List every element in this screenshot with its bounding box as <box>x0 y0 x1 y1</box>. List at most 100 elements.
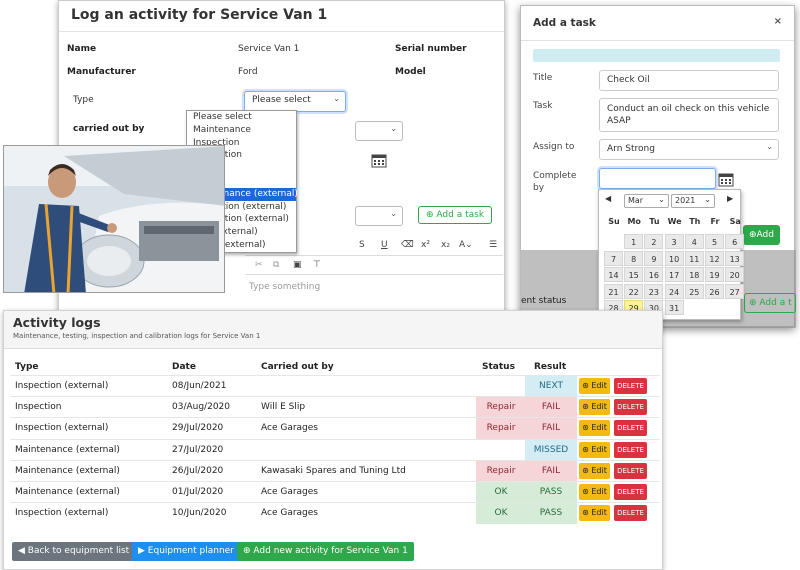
paste-icon[interactable]: ▣ <box>293 260 302 270</box>
add-activity-button[interactable]: ⊕ Add new activity for Service Van 1 <box>237 542 414 561</box>
day-cell[interactable]: 15 <box>624 267 644 282</box>
type-option[interactable]: Other (external) <box>193 239 266 250</box>
subscript-button[interactable]: x₂ <box>441 240 450 250</box>
day-cell[interactable]: 20 <box>725 267 745 282</box>
format-painter-icon[interactable]: ⊤ <box>313 260 321 270</box>
type-option[interactable]: Test (external) <box>193 227 258 238</box>
title-input[interactable]: Check Oil <box>599 70 779 91</box>
copy-icon[interactable]: ⧉ <box>273 260 280 270</box>
day-cell[interactable]: 5 <box>705 234 724 249</box>
day-cell[interactable]: 9 <box>644 250 664 266</box>
day-cell[interactable]: 12 <box>705 250 724 266</box>
result-badge: FAIL <box>525 418 577 440</box>
back-to-list-button[interactable]: ◀ Back to equipment list <box>12 542 136 561</box>
day-cell[interactable]: 21 <box>604 283 623 299</box>
day-cell[interactable]: 23 <box>644 283 664 299</box>
day-cell[interactable]: 4 <box>684 234 704 249</box>
delete-button[interactable]: DELETE <box>614 378 647 394</box>
day-cell[interactable]: 22 <box>624 283 644 299</box>
list-icon[interactable]: ☰ <box>489 240 498 250</box>
delete-button[interactable]: DELETE <box>614 484 647 500</box>
day-cell[interactable]: 1 <box>624 234 644 249</box>
status-badge: OK <box>476 503 526 525</box>
day-cell[interactable]: 19 <box>705 267 724 282</box>
type-option[interactable]: Maintenance <box>193 124 251 135</box>
day-cell[interactable]: 16 <box>644 267 664 282</box>
type-option[interactable]: Calibration (external) <box>193 214 289 225</box>
assign-select[interactable]: Arn Strong ⌄ <box>599 139 779 160</box>
day-cell[interactable]: 27 <box>725 283 745 299</box>
edit-button[interactable]: ⊛ Edit <box>579 420 610 437</box>
text-color-icon[interactable]: A⌄ <box>459 240 473 250</box>
table-row: Inspection (external) 08/Jun/2021 NEXT ⊛ Ed… <box>10 375 660 397</box>
chevron-down-icon: ⌄ <box>766 142 773 151</box>
weekday-header: Su <box>608 217 620 226</box>
day-cell[interactable]: 11 <box>684 250 704 266</box>
type-select-value: Please select <box>252 95 311 105</box>
col-status: Status <box>482 362 515 372</box>
month-select[interactable]: Mar ⌄ <box>624 194 669 208</box>
day-cell[interactable]: 24 <box>664 283 684 299</box>
edit-button[interactable]: ⊛ Edit <box>579 378 610 394</box>
close-icon[interactable]: × <box>773 16 782 27</box>
edit-label: Edit <box>591 444 607 454</box>
status-select[interactable]: ⌄ <box>355 206 403 226</box>
day-cell[interactable]: 10 <box>664 250 684 266</box>
table-row: Inspection 03/Aug/2020 Will E Slip Repair FA… <box>10 396 660 419</box>
weekday-header: Mo <box>627 217 641 226</box>
day-cell[interactable]: 6 <box>725 234 745 249</box>
day-cell[interactable]: 13 <box>725 250 745 266</box>
strike-button[interactable]: S <box>359 240 365 250</box>
carried-out-select[interactable]: ⌄ <box>355 121 403 141</box>
cut-icon[interactable]: ✂ <box>255 260 263 270</box>
edit-button[interactable]: ⊛ Edit <box>579 441 610 458</box>
type-select[interactable]: Please select ⌄ <box>244 91 346 112</box>
task-textarea[interactable]: Conduct an oil check on this vehicle ASA… <box>599 98 779 132</box>
day-cell[interactable]: 14 <box>604 267 623 282</box>
year-select[interactable]: 2021 ⌄ <box>671 194 715 208</box>
day-cell[interactable]: 31 <box>664 300 684 315</box>
status-badge: Repair <box>476 397 526 419</box>
edit-label: Edit <box>591 487 607 496</box>
status-badge <box>476 376 526 397</box>
delete-button[interactable]: DELETE <box>614 462 647 479</box>
equipment-planner-button[interactable]: ▶ Equipment planner <box>132 542 240 561</box>
edit-button[interactable]: ⊛ Edit <box>579 462 610 479</box>
delete-button[interactable]: DELETE <box>614 505 647 522</box>
edit-button[interactable]: ⊛ Edit <box>579 399 610 416</box>
row-carried-out-by: Ace Garages <box>261 508 318 519</box>
day-cell[interactable]: 2 <box>644 234 664 249</box>
row-date: 01/Jul/2020 <box>172 487 224 497</box>
day-cell[interactable]: 26 <box>705 283 724 299</box>
underline-button[interactable]: U <box>381 240 388 250</box>
type-option[interactable]: Please select <box>193 112 252 122</box>
day-cell[interactable]: 18 <box>684 267 704 282</box>
day-cell[interactable]: 8 <box>624 250 644 266</box>
add-task-button[interactable]: ⊕ Add a task <box>418 206 493 224</box>
add-button[interactable]: ⊕Add <box>743 225 780 245</box>
back-label: Back to equipment list <box>27 546 130 556</box>
type-option[interactable]: Inspection (external) <box>193 201 287 212</box>
complete-date-input[interactable] <box>599 168 716 189</box>
day-cell[interactable]: 17 <box>664 267 684 282</box>
day-cell[interactable]: 7 <box>604 250 623 266</box>
delete-button[interactable]: DELETE <box>614 399 647 416</box>
logs-subtitle: Maintenance, testing, inspection and cal… <box>13 332 261 340</box>
prev-month-icon[interactable]: ◀ <box>605 194 612 203</box>
edit-button[interactable]: ⊛ Edit <box>579 505 610 522</box>
row-type: Maintenance (external) <box>15 444 120 455</box>
superscript-button[interactable]: x² <box>421 240 430 250</box>
editor-area[interactable]: Type something <box>249 282 321 292</box>
delete-button[interactable]: DELETE <box>614 441 647 458</box>
calendar-icon[interactable] <box>371 152 387 171</box>
day-cell[interactable]: 25 <box>684 283 704 299</box>
edit-button[interactable]: ⊛ Edit <box>579 484 610 500</box>
delete-button[interactable]: DELETE <box>614 420 647 437</box>
edit-label: Edit <box>591 423 607 433</box>
eraser-icon[interactable]: ⌫ <box>401 240 414 250</box>
calendar-icon[interactable] <box>718 171 734 190</box>
day-cell[interactable]: 3 <box>664 234 684 249</box>
result-badge: MISSED <box>525 439 577 461</box>
type-option[interactable]: Inspection <box>193 137 240 148</box>
next-month-icon[interactable]: ▶ <box>727 194 734 203</box>
